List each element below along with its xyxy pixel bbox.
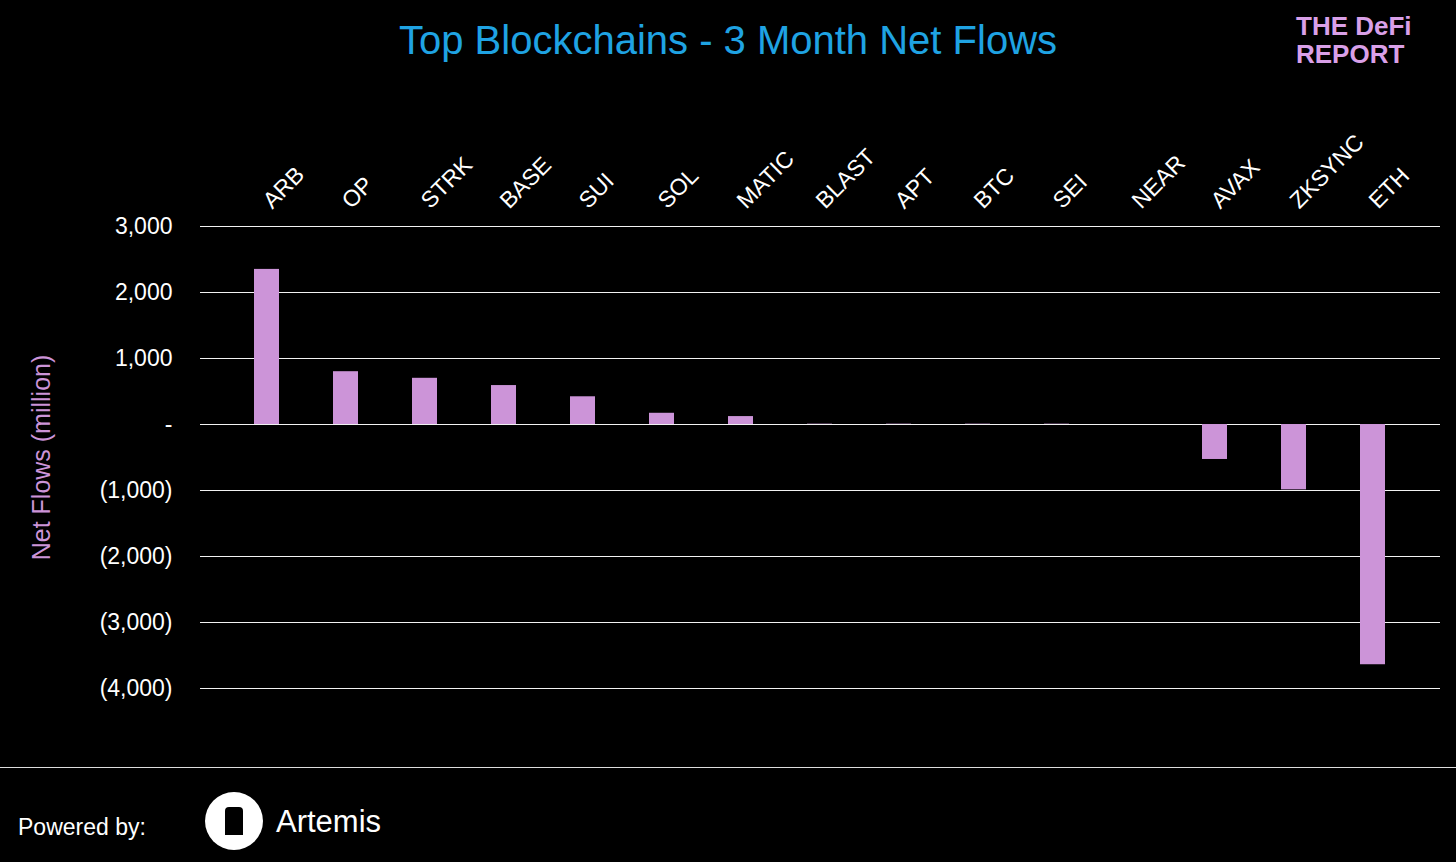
svg-text:2,000: 2,000 — [115, 279, 173, 305]
svg-text:SUI: SUI — [573, 168, 618, 213]
svg-text:(4,000): (4,000) — [100, 675, 173, 701]
html-text:Top Blockchains - 3 Month Net: Top Blockchains - 3 Month Net Flows — [399, 18, 1057, 62]
svg-text:SEI: SEI — [1047, 169, 1092, 214]
svg-text:MATIC: MATIC — [731, 145, 799, 213]
svg-text:(3,000): (3,000) — [100, 609, 173, 635]
svg-text:APT: APT — [889, 163, 939, 213]
html-text:REPORT: REPORT — [1296, 39, 1405, 69]
svg-text:BASE: BASE — [494, 151, 556, 213]
svg-text:BTC: BTC — [968, 162, 1019, 213]
svg-text:(1,000): (1,000) — [100, 477, 173, 503]
svg-text:ETH: ETH — [1363, 162, 1414, 213]
html-text:Powered by:: Powered by: — [18, 814, 146, 840]
svg-text:3,000: 3,000 — [115, 213, 173, 239]
svg-text:(2,000): (2,000) — [100, 543, 173, 569]
svg-text:ARB: ARB — [257, 161, 309, 213]
svg-text:BLAST: BLAST — [810, 143, 880, 213]
svg-text:AVAX: AVAX — [1205, 154, 1264, 213]
svg-text:OP: OP — [336, 171, 378, 213]
svg-text:STRK: STRK — [415, 151, 477, 213]
svg-text:NEAR: NEAR — [1126, 150, 1190, 214]
html-text:THE DeFi: THE DeFi — [1296, 11, 1412, 41]
svg-text:Net Flows (million): Net Flows (million) — [27, 355, 55, 561]
svg-text:ZKSYNC: ZKSYNC — [1284, 129, 1368, 213]
svg-text:-: - — [165, 411, 173, 437]
svg-text:SOL: SOL — [652, 162, 703, 213]
html-text:Artemis: Artemis — [276, 804, 382, 839]
svg-text:1,000: 1,000 — [115, 345, 173, 371]
